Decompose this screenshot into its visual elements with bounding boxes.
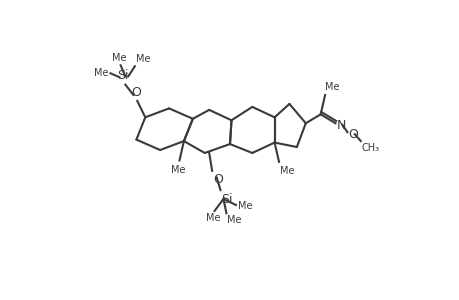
Text: Me: Me	[112, 53, 126, 63]
Text: O: O	[130, 86, 140, 99]
Text: Si: Si	[117, 69, 129, 82]
Text: Me: Me	[205, 213, 220, 223]
Text: Si: Si	[221, 193, 232, 206]
Text: Me: Me	[135, 54, 150, 64]
Text: Me: Me	[280, 166, 294, 176]
Text: O: O	[347, 128, 358, 141]
Text: N: N	[336, 119, 346, 132]
Text: Me: Me	[324, 82, 338, 92]
Text: Me: Me	[237, 201, 252, 211]
Text: Me: Me	[227, 215, 241, 225]
Text: O: O	[213, 173, 223, 186]
Text: Me: Me	[170, 166, 185, 176]
Text: CH₃: CH₃	[361, 143, 379, 153]
Text: Me: Me	[94, 68, 108, 78]
